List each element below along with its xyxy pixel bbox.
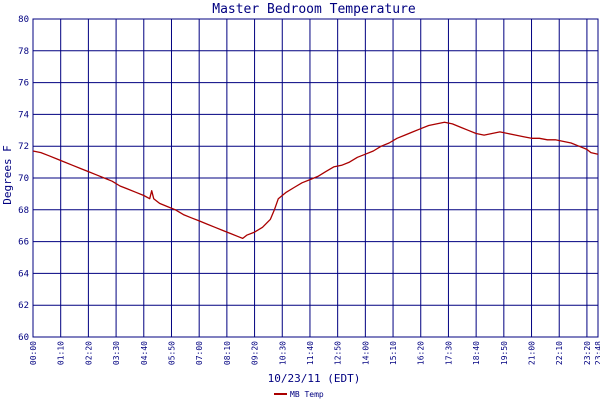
y-axis-label: Degrees F — [1, 145, 14, 205]
legend-label: MB Temp — [290, 390, 324, 399]
y-tick-label: 78 — [18, 47, 29, 57]
x-tick-label: 08:10 — [223, 341, 232, 365]
x-tick-label: 18:40 — [472, 341, 481, 365]
x-tick-label: 02:20 — [84, 341, 93, 365]
x-tick-label: 09:20 — [251, 341, 260, 365]
x-tick-label: 00:00 — [29, 341, 38, 365]
x-tick-label: 14:00 — [361, 341, 370, 365]
y-tick-label: 80 — [18, 15, 29, 25]
x-tick-label: 23:48 — [594, 341, 600, 365]
x-axis-ticks: 00:00 01:10 02:20 03:30 04:40 05:50 07:00 08:10… — [29, 341, 600, 365]
x-tick-label: 05:50 — [167, 341, 176, 365]
x-axis-label: 10/23/11 (EDT) — [268, 372, 361, 385]
y-tick-label: 72 — [18, 142, 29, 152]
legend: MB Temp — [274, 390, 324, 399]
y-tick-label: 74 — [18, 110, 29, 120]
x-tick-label: 04:40 — [140, 341, 149, 365]
x-tick-label: 15:10 — [389, 341, 398, 365]
y-tick-label: 76 — [18, 79, 29, 89]
plot-border — [32, 18, 599, 338]
x-tick-label: 03:30 — [112, 341, 121, 365]
x-tick-label: 07:00 — [195, 341, 204, 365]
grid-lines — [32, 18, 599, 338]
x-tick-label: 23:20 — [583, 341, 592, 365]
x-tick-label: 01:10 — [57, 341, 66, 365]
x-tick-label: 10:30 — [278, 341, 287, 365]
x-tick-label: 11:40 — [306, 341, 315, 365]
series-layer — [32, 121, 599, 240]
x-tick-label: 16:20 — [417, 341, 426, 365]
series-line-mb-temp — [32, 121, 599, 240]
x-tick-label: 22:10 — [555, 341, 564, 365]
x-tick-label: 17:30 — [444, 341, 453, 365]
chart-title: Master Bedroom Temperature — [212, 2, 416, 17]
y-tick-label: 62 — [18, 301, 29, 311]
y-tick-label: 70 — [18, 174, 29, 184]
y-tick-label: 60 — [18, 333, 29, 343]
y-tick-label: 68 — [18, 206, 29, 216]
y-tick-label: 66 — [18, 238, 29, 248]
x-tick-label: 12:50 — [334, 341, 343, 365]
x-tick-label: 19:50 — [500, 341, 509, 365]
x-tick-label: 21:00 — [528, 341, 537, 365]
y-axis-ticks: 60 62 64 66 68 70 72 74 76 78 80 — [18, 15, 29, 343]
y-tick-label: 64 — [18, 269, 29, 279]
